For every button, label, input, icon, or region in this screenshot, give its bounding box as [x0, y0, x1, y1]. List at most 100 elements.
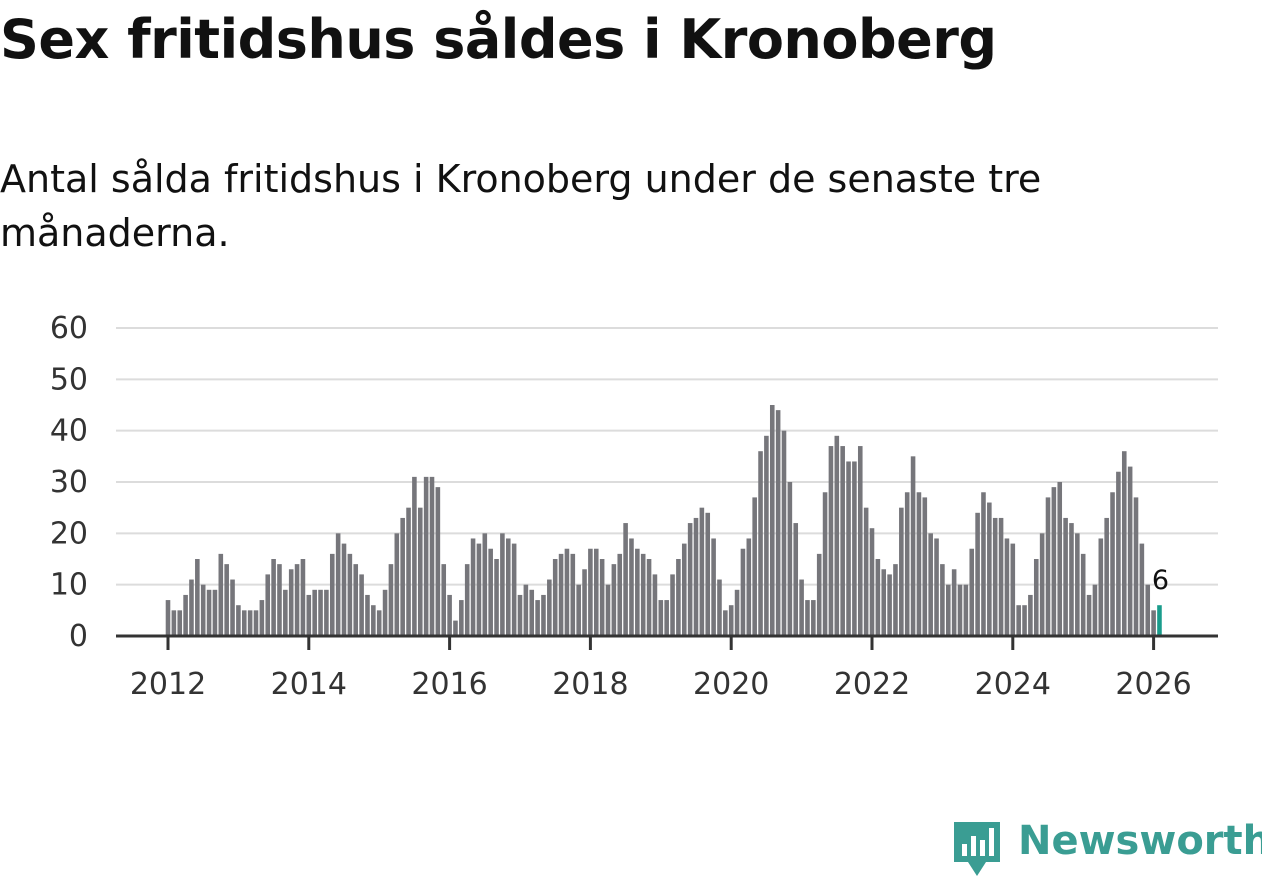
bar [183, 594, 188, 636]
bar [376, 610, 382, 636]
x-axis-ticks: 2012 2014 2016 2018 2020 2022 2024 2026 [130, 636, 1192, 702]
bar [711, 538, 716, 636]
bar [787, 482, 793, 636]
bar [1022, 605, 1027, 636]
bar [552, 559, 558, 636]
bar [529, 589, 535, 636]
bar [482, 533, 488, 636]
bar [705, 512, 711, 636]
bar [881, 569, 887, 636]
bar [987, 502, 992, 636]
bar [852, 461, 857, 636]
bar [1004, 538, 1010, 636]
bar [793, 523, 799, 636]
bar [658, 600, 664, 636]
bar [400, 517, 405, 636]
bar [940, 564, 945, 636]
x-tick-label: 2012 [130, 667, 206, 702]
bar [177, 610, 183, 636]
bar [1075, 533, 1080, 636]
bar [676, 559, 681, 636]
bar [447, 594, 452, 636]
bar [423, 476, 429, 636]
bar [834, 435, 840, 636]
newsworthy-logo-icon [954, 822, 1000, 876]
bar [1110, 492, 1115, 636]
bar [459, 600, 464, 636]
bar [171, 610, 177, 636]
bar [646, 559, 652, 636]
bar [922, 497, 928, 636]
chart-title: Sex fritidshus såldes i Kronoberg [0, 8, 997, 71]
bar [230, 579, 235, 636]
x-tick-label: 2026 [1115, 667, 1191, 702]
bar [218, 553, 224, 636]
bar [1151, 610, 1156, 636]
bar [1063, 517, 1068, 636]
bar [816, 553, 822, 636]
bar [635, 548, 640, 636]
bar [1051, 487, 1057, 636]
bar [611, 564, 617, 636]
bar [758, 451, 763, 636]
bar [517, 594, 523, 636]
bar [969, 548, 975, 636]
bar [406, 507, 411, 636]
newsworthy-logo-text: Newsworthy [1018, 818, 1262, 864]
bar [998, 517, 1004, 636]
chart-subtitle: Antal sålda fritidshus i Kronoberg under… [0, 157, 1042, 255]
bar [1104, 517, 1109, 636]
bar [1127, 466, 1133, 636]
bar [992, 517, 998, 636]
bar [693, 517, 699, 636]
bar [335, 533, 341, 636]
bar [857, 446, 863, 636]
bar [822, 492, 828, 636]
y-tick-label: 60 [50, 311, 88, 346]
bar [887, 574, 892, 636]
bar [1039, 533, 1045, 636]
bar [277, 564, 282, 636]
bar [324, 589, 329, 636]
bar [1116, 471, 1121, 636]
bar [799, 579, 804, 636]
x-tick-label: 2016 [411, 667, 487, 702]
x-tick-label: 2022 [834, 667, 910, 702]
bar [388, 564, 394, 636]
bar [746, 538, 752, 636]
bar [365, 594, 370, 636]
bar [1098, 538, 1104, 636]
bar [605, 584, 611, 636]
bar [734, 589, 740, 636]
y-tick-label: 10 [50, 568, 88, 603]
bar [570, 553, 576, 636]
y-axis-ticks: 0 10 20 30 40 50 60 [50, 311, 88, 654]
bar [752, 497, 757, 636]
bar [1069, 523, 1074, 636]
bar [875, 559, 881, 636]
bar [288, 569, 294, 636]
bar [1057, 482, 1063, 636]
bar [863, 507, 869, 636]
x-tick-label: 2020 [693, 667, 769, 702]
bar [1121, 451, 1127, 636]
bar [417, 507, 423, 636]
bar [869, 528, 875, 636]
bar [189, 579, 194, 636]
bar [629, 538, 634, 636]
bar [241, 610, 247, 636]
y-tick-label: 0 [69, 619, 88, 654]
bar [558, 553, 564, 636]
bar [769, 405, 775, 636]
bar [312, 589, 317, 636]
bar [811, 600, 816, 636]
bar [1133, 497, 1139, 636]
bar [547, 579, 552, 636]
bar [329, 553, 335, 636]
bar [347, 553, 353, 636]
latest-value-label: 6 [1152, 565, 1169, 596]
bar [687, 523, 693, 636]
bar [476, 543, 482, 636]
bar [382, 589, 388, 636]
